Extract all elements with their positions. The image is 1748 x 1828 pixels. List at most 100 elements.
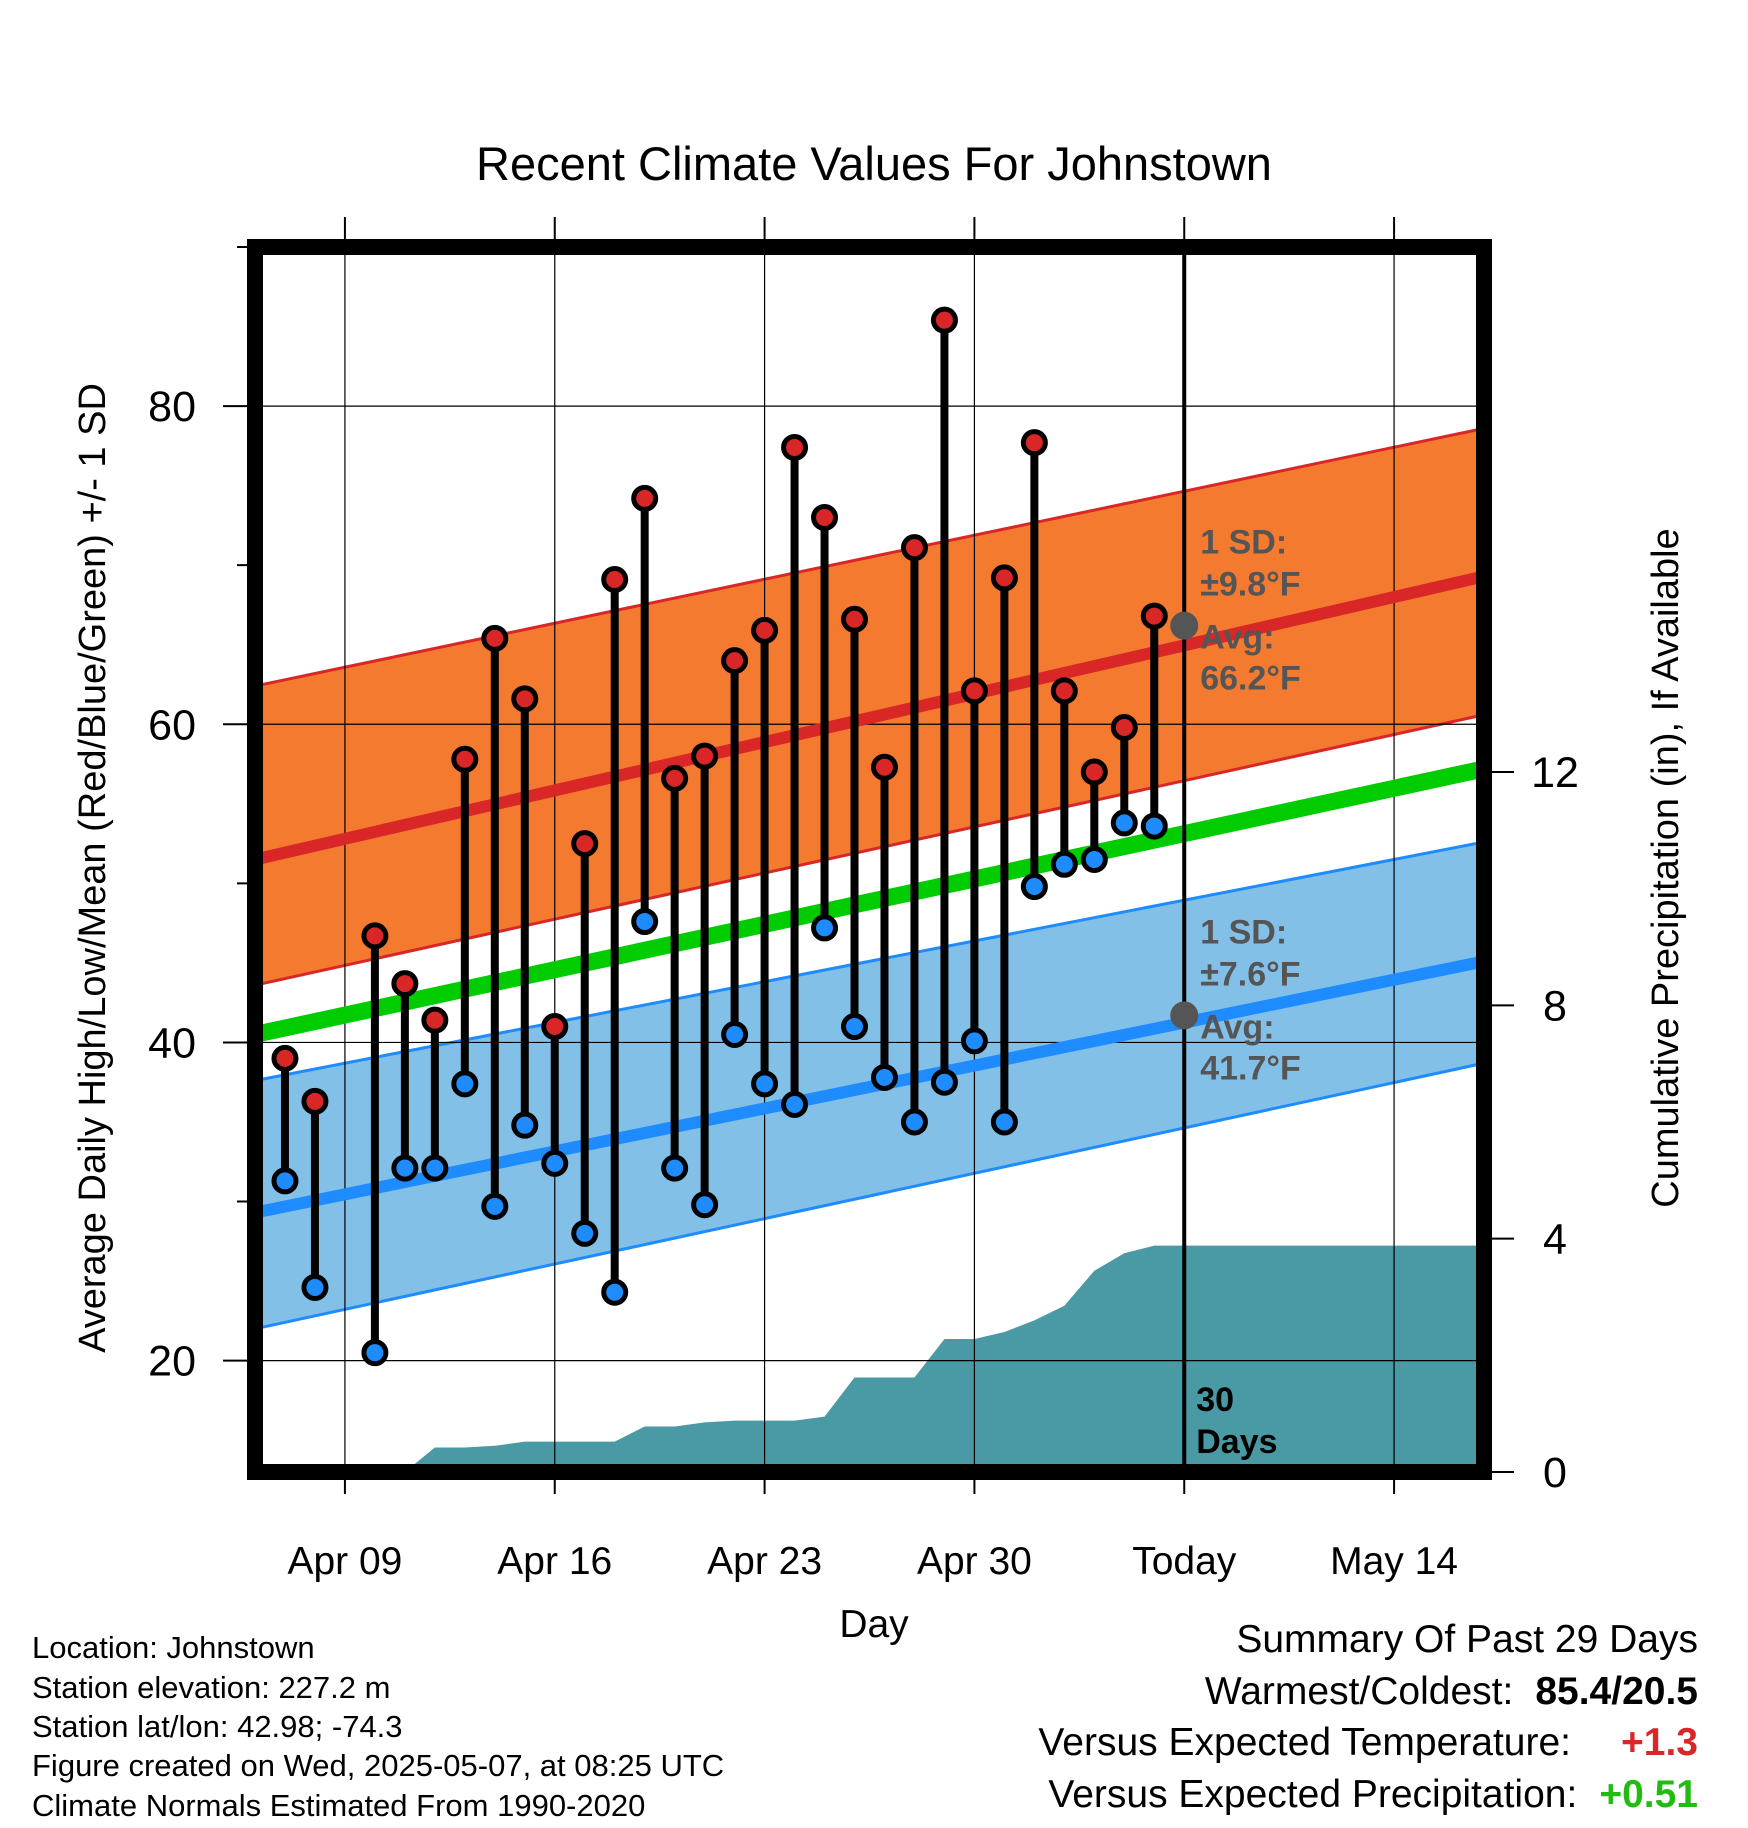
high-avg-label: Avg: (1200, 619, 1274, 657)
y2-tick-label: 8 (1543, 982, 1567, 1030)
y-tick-label: 20 (148, 1338, 196, 1386)
summary-precipitation: Versus Expected Precipitation: +0.51 (1048, 1773, 1698, 1817)
obs-high-point-2025-04-14 (481, 624, 509, 652)
obs-high-point-2025-04-25 (811, 503, 839, 531)
obs-low-point-2025-05-03 (1050, 850, 1078, 878)
precipitation-value: +0.51 (1599, 1773, 1698, 1816)
x-tick-label: Today (1132, 1540, 1237, 1583)
y2-axis-label: Cumulative Precipitation (in), If Availa… (1645, 528, 1687, 1207)
obs-high-point-2025-05-03 (1050, 677, 1078, 705)
normal-high-line (253, 570, 1486, 866)
obs-low-point-2025-04-08 (301, 1273, 329, 1301)
y2-tick-label: 12 (1531, 749, 1579, 797)
low-avg-marker (1170, 1001, 1199, 1030)
obs-low-point-2025-04-27 (870, 1063, 898, 1091)
obs-low-point-2025-04-22 (721, 1021, 749, 1048)
summary-heading: Summary Of Past 29 Days (1236, 1618, 1698, 1661)
obs-high-point-2025-04-19 (631, 484, 659, 512)
high-sd-band-upper-edge (254, 426, 1485, 688)
low-sd-band-upper-edge (254, 840, 1485, 1083)
days-unit-label: Days (1196, 1423, 1277, 1461)
y-axis-label: Average Daily High/Low/Mean (Red/Blue/Gr… (72, 383, 114, 1353)
precipitation-area (255, 1245, 1484, 1472)
obs-high-point-2025-04-27 (870, 753, 898, 781)
obs-high-point-2025-04-07 (271, 1044, 299, 1072)
obs-high-point-2025-04-21 (691, 742, 719, 770)
obs-low-point-2025-04-19 (631, 908, 659, 936)
obs-low-point-2025-05-06 (1140, 812, 1168, 840)
obs-high-point-2025-04-16 (541, 1013, 569, 1041)
obs-high-point-2025-04-17 (571, 830, 599, 858)
obs-low-point-2025-04-30 (960, 1027, 988, 1055)
summary-temperature: Versus Expected Temperature: +1.3 (1038, 1721, 1698, 1765)
y2-tick-label: 0 (1543, 1449, 1567, 1497)
x-tick-label: Apr 30 (917, 1540, 1032, 1583)
obs-high-point-2025-04-24 (781, 433, 809, 461)
low-sd-label: 1 SD: (1200, 913, 1287, 951)
axes: Apr 09 Apr 16 Apr 23 Apr 30 Today May 1420406… (148, 217, 1579, 1583)
obs-low-point-2025-04-16 (541, 1149, 569, 1177)
location-text: Location: Johnstown (32, 1630, 315, 1665)
y-tick-label: 40 (148, 1019, 196, 1067)
warmest-coldest-value: 85.4/20.5 (1535, 1670, 1698, 1713)
obs-high-point-2025-05-02 (1020, 429, 1048, 457)
obs-high-point-2025-04-18 (601, 566, 629, 593)
obs-low-point-2025-05-04 (1080, 846, 1108, 873)
low-avg-label: Avg: (1200, 1008, 1274, 1046)
obs-low-point-2025-04-15 (511, 1111, 539, 1139)
x-tick-label: Apr 09 (287, 1540, 402, 1583)
normals-text: Climate Normals Estimated From 1990-2020 (32, 1788, 646, 1823)
obs-low-point-2025-04-20 (661, 1154, 689, 1182)
y-tick-label: 80 (148, 383, 196, 431)
normal-bands (254, 426, 1485, 1331)
created-text: Figure created on Wed, 2025-05-07, at 08… (32, 1748, 725, 1783)
obs-low-point-2025-04-24 (781, 1091, 809, 1118)
obs-low-point-2025-04-10 (361, 1339, 389, 1367)
high-avg-marker (1170, 611, 1199, 640)
y-tick-label: 60 (148, 701, 196, 749)
obs-low-point-2025-04-28 (900, 1108, 928, 1136)
warmest-coldest-label: Warmest/Coldest: (1204, 1670, 1514, 1713)
x-axis-label: Day (839, 1603, 909, 1646)
obs-high-point-2025-05-04 (1080, 758, 1108, 786)
normal-mean-line (253, 760, 1486, 1043)
obs-high-point-2025-05-06 (1140, 602, 1168, 630)
y2-tick-label: 4 (1543, 1216, 1567, 1264)
temperature-value: +1.3 (1621, 1721, 1698, 1764)
x-tick-label: Apr 23 (707, 1540, 822, 1583)
plot-border (247, 239, 1492, 1480)
low-sd-value: ±7.6°F (1200, 955, 1300, 993)
obs-low-point-2025-04-17 (571, 1219, 599, 1247)
obs-low-point-2025-04-14 (481, 1192, 509, 1220)
obs-low-point-2025-04-29 (930, 1068, 958, 1096)
obs-high-point-2025-04-23 (751, 616, 779, 644)
low-avg-value: 41.7°F (1200, 1049, 1301, 1087)
obs-low-point-2025-04-12 (421, 1154, 449, 1182)
high-sd-band-lower-edge (254, 713, 1485, 987)
obs-low-point-2025-04-23 (751, 1070, 779, 1098)
obs-high-point-2025-04-28 (900, 534, 928, 562)
elevation-text: Station elevation: 227.2 m (32, 1670, 391, 1705)
low-sd-band-lower-edge (254, 1061, 1485, 1331)
days-count-label: 30 (1196, 1381, 1234, 1419)
summary-warmest-coldest: Warmest/Coldest: 85.4/20.5 (1205, 1670, 1698, 1714)
obs-low-point-2025-04-26 (841, 1013, 869, 1041)
obs-high-point-2025-04-11 (391, 970, 419, 998)
normal-low-line (253, 955, 1486, 1219)
obs-high-point-2025-04-29 (930, 306, 958, 334)
obs-high-point-2025-04-22 (721, 647, 749, 675)
obs-high-point-2025-05-01 (990, 564, 1018, 592)
obs-high-point-2025-04-26 (841, 605, 869, 633)
obs-low-point-2025-04-25 (811, 914, 839, 942)
high-avg-value: 66.2°F (1200, 660, 1301, 698)
precipitation-label: Versus Expected Precipitation: (1048, 1773, 1578, 1816)
obs-high-point-2025-04-30 (960, 677, 988, 705)
high-sd-label: 1 SD: (1200, 524, 1287, 562)
observations (271, 306, 1168, 1367)
obs-high-point-2025-04-20 (661, 764, 689, 792)
obs-low-point-2025-05-02 (1020, 873, 1048, 901)
obs-high-point-2025-04-10 (361, 922, 389, 950)
obs-low-point-2025-04-18 (601, 1278, 629, 1306)
